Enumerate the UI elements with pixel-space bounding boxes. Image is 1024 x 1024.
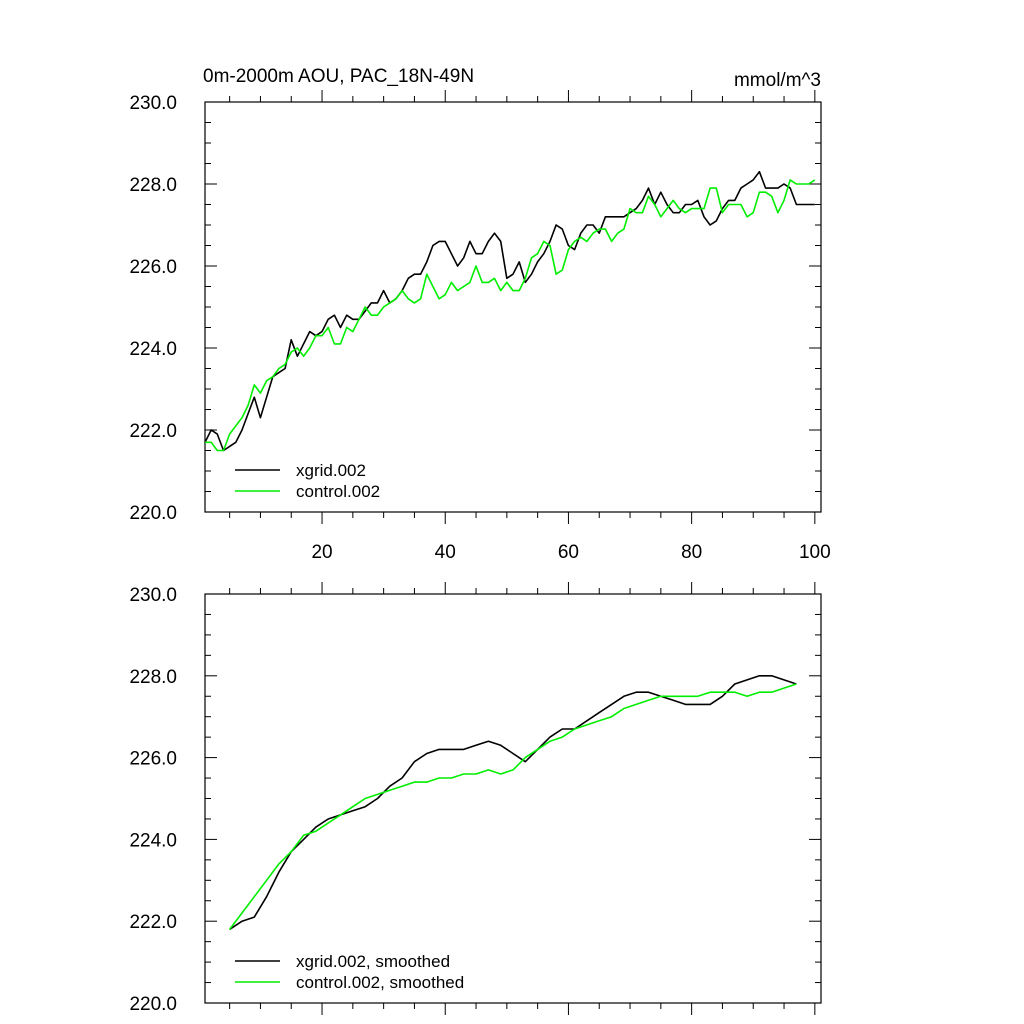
y-tick-label: 222.0 <box>129 912 177 933</box>
legend-label: control.002, smoothed <box>296 973 464 992</box>
y-tick-label: 226.0 <box>129 257 177 278</box>
y-tick-label: 228.0 <box>129 667 177 688</box>
y-tick-label: 220.0 <box>129 994 177 1015</box>
panel-top: 220.0 222.0 224.0 226.0 228.0 230.0 20 40 60 80 10… <box>129 90 831 563</box>
y-tick-label: 222.0 <box>129 421 177 442</box>
series-line-xgrid-002 <box>204 170 815 452</box>
y-tick-label: 228.0 <box>129 175 177 196</box>
y-tick-label: 220.0 <box>129 503 177 524</box>
series-line-control-002-smoothed <box>228 683 797 930</box>
y-tick-label: 230.0 <box>129 585 177 606</box>
plot-frame <box>204 101 822 513</box>
chart-title: 0m-2000m AOU, PAC_18N-49N <box>203 66 474 87</box>
legend-label: xgrid.002 <box>296 461 366 480</box>
x-tick-label: 20 <box>311 542 332 563</box>
series-line-control-002 <box>205 179 816 452</box>
y-tick-label: 230.0 <box>129 93 177 114</box>
legend-label: xgrid.002, smoothed <box>296 952 450 971</box>
panel-bottom: 220.0 222.0 224.0 226.0 228.0 230.0 xgrid.002,… <box>129 582 822 1015</box>
legend-label: control.002 <box>296 482 380 501</box>
x-tick-label: 80 <box>681 542 702 563</box>
x-tick-label: 60 <box>558 542 579 563</box>
x-tick-label: 100 <box>799 542 831 563</box>
y-tick-label: 226.0 <box>129 749 177 770</box>
units-label: mmol/m^3 <box>734 70 821 91</box>
plot-frame <box>204 593 822 1004</box>
x-tick-label: 40 <box>435 542 456 563</box>
y-tick-label: 224.0 <box>129 339 177 360</box>
y-tick-label: 224.0 <box>129 830 177 851</box>
series-line-xgrid-002-smoothed <box>229 674 797 931</box>
